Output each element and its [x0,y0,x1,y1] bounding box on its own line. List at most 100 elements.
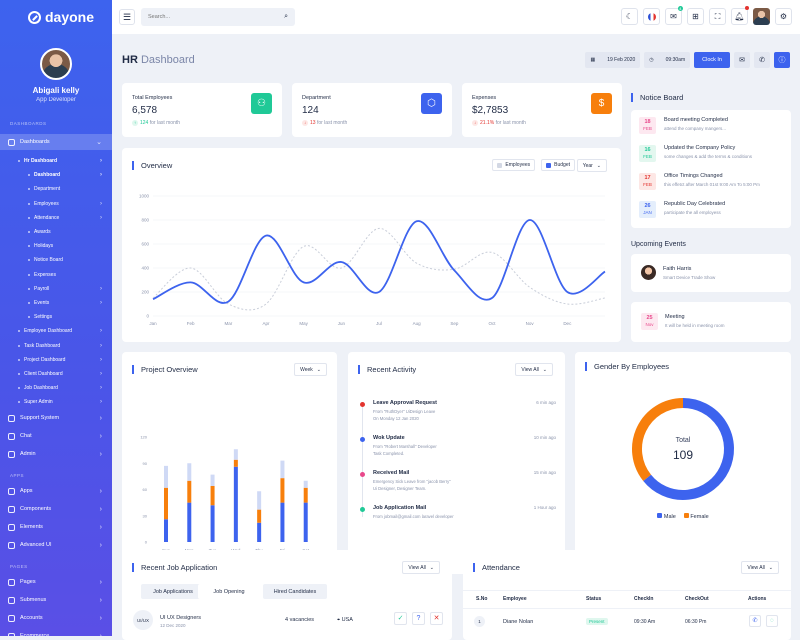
profile-avatar[interactable] [40,48,72,80]
activity-title: Job Application Mail [373,505,427,511]
search-icon[interactable]: ⌕ [284,13,288,20]
sidebar-item-ecommerce[interactable]: Ecommerce › [0,627,112,636]
chevron-down-icon: ⌄ [96,139,102,146]
time-display[interactable]: ◷ 09:30am [644,52,691,68]
legend-male[interactable]: Male [657,513,676,520]
activity-view-all-button[interactable]: View All ⌄ [515,363,553,376]
sidebar-item-components[interactable]: Components › [0,500,112,518]
gender-title: Gender By Employees [585,362,669,371]
row-employee[interactable]: Diane Nolan [503,619,534,625]
sidebar-subitem-payroll[interactable]: Payroll › [0,282,112,296]
jobs-view-all-button[interactable]: View All ⌄ [402,561,440,574]
sidebar-subitem-department[interactable]: Department [0,182,112,196]
sidebar-item-submenus[interactable]: Submenus › [0,591,112,609]
attendance-view-all-button[interactable]: View All ⌄ [741,561,779,574]
legend-employees[interactable]: Employees [492,159,536,171]
overview-period-select[interactable]: Year ⌄ [576,159,607,172]
notifications-button[interactable]: 🔔︎ [731,6,749,25]
sidebar-subitem-super-admin[interactable]: Super Admin › [0,395,112,409]
sidebar-subitem-label: Events [34,299,50,306]
search-box[interactable]: ⌕ [141,8,295,26]
tab-hired-candidates[interactable]: Hired Candidates [263,584,327,599]
profile-name: Abigali kelly [32,86,80,95]
sidebar-subitem-client-dashboard[interactable]: Client Dashboard › [0,367,112,381]
legend-budget[interactable]: Budget [541,159,575,171]
stat-change-suffix: for last month [495,120,526,126]
info-button[interactable]: ⓘ [774,52,790,68]
clock-in-button[interactable]: Clock In [694,52,730,68]
chevron-right-icon: › [99,596,102,604]
sidebar-subitem-dashboard[interactable]: Dashboard › [0,168,112,182]
event-day: 25 [646,315,653,321]
activity-dot [360,472,365,477]
call-button[interactable]: ✆ [749,615,761,627]
sidebar-item-dashboards[interactable]: Dashboards ⌄ [0,134,112,150]
settings-button[interactable]: ⚙ [775,8,792,25]
sidebar-subitem-notice-board[interactable]: Notice Board [0,253,112,267]
apps-grid-button[interactable]: ⊞ [687,8,704,25]
bar-orange [280,478,285,503]
sidebar-item-admin[interactable]: Admin › [0,445,112,463]
notice-item[interactable]: 16 FEB Updated the Company Policy some chan… [639,145,752,162]
sidebar-subitem-label: Dashboard [34,172,61,179]
job-title[interactable]: UI UX Designers [160,615,201,621]
sidebar-subitem-expenses[interactable]: Expenses [0,268,112,282]
sidebar-item-advanced-ui[interactable]: Advanced UI › [0,536,112,554]
language-button[interactable] [643,8,660,25]
ecommerce-icon [8,632,15,636]
apps-icon [8,487,15,495]
approve-button[interactable]: ✓ [394,612,407,625]
view-all-label: View All [408,564,426,571]
sidebar-subitem-label: Department [34,186,61,193]
chevron-right-icon: › [99,578,102,586]
sidebar-item-pages[interactable]: Pages › [0,573,112,591]
x-tick-label: Oct [488,321,496,326]
sidebar-subitem-project-dashboard[interactable]: Project Dashboard › [0,353,112,367]
sidebar-item-support-system[interactable]: Support System › [0,409,112,427]
user-avatar[interactable] [753,8,770,25]
sidebar-item-chat[interactable]: Chat › [0,427,112,445]
chat-button[interactable]: ◌ [766,615,778,627]
sidebar-subitem-employee-dashboard[interactable]: Employee Dashboard › [0,324,112,338]
reject-button[interactable]: ✕ [430,612,443,625]
tab-job-opening[interactable]: Job Opening [198,584,260,599]
event-card-1[interactable]: Faith Harris Smart Device Trade Show [631,254,791,292]
sidebar-subitem-hr-dashboard[interactable]: Hr Dashboard › [0,154,112,168]
event-card-2[interactable]: 25 Nov Meeting It will be held in meeting… [631,302,791,342]
tab-job-applications[interactable]: Job Applications [141,584,205,599]
sidebar-subitem-attendance[interactable]: Attendance › [0,211,112,225]
date-display[interactable]: ▦ 19 Feb 2020 [585,52,641,68]
messages-button[interactable]: ✉ 4 [665,6,683,25]
legend-female[interactable]: Female [683,513,709,520]
col-status: Status [586,596,602,602]
notice-date: 18 FEB [639,117,656,134]
sidebar-item-accounts[interactable]: Accounts › [0,609,112,627]
sidebar-subitem-settings[interactable]: Settings [0,310,112,324]
sidebar-subitem-job-dashboard[interactable]: Job Dashboard › [0,381,112,395]
sidebar-subitem-events[interactable]: Events › [0,296,112,310]
sidebar-subitem-holidays[interactable]: Holidays [0,239,112,253]
bar-light [164,465,168,488]
theme-toggle-button[interactable]: ☾ [621,8,638,25]
sidebar-subitem-employees[interactable]: Employees › [0,197,112,211]
sidebar-subitem-awards[interactable]: Awards [0,225,112,239]
search-input[interactable] [148,14,268,20]
help-button[interactable]: ? [412,612,425,625]
activity-desc: From "Robert Marshall" Developer [373,444,437,449]
brand-logo[interactable]: dayone [0,0,112,34]
activity-time: 6 min ago [536,400,556,405]
bar-orange [303,487,308,503]
notice-item[interactable]: 17 FEB Office Timings Changed this effetct … [639,173,760,190]
sidebar-item-apps[interactable]: Apps › [0,482,112,500]
fullscreen-button[interactable]: ⛶ [709,8,726,25]
menu-toggle-button[interactable]: ☰ [119,9,135,25]
project-period-select[interactable]: Week ⌄ [294,363,327,376]
mail-button[interactable]: ✉ [734,52,750,68]
sidebar-subitem-task-dashboard[interactable]: Task Dashboard › [0,338,112,352]
chevron-down-icon: ⌄ [542,366,547,373]
notice-item[interactable]: 26 JAN Republic Day Celebrated participate … [639,201,725,218]
notice-item[interactable]: 18 FEB Board meeting Completed attend the c… [639,117,728,134]
phone-button[interactable]: ✆ [754,52,770,68]
sidebar-item-elements[interactable]: Elements › [0,518,112,536]
bar-blue [187,502,192,542]
